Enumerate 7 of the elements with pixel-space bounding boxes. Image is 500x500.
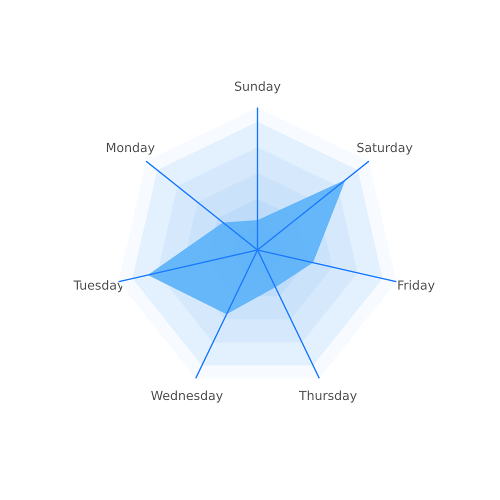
spoke-label: Tuesday [73,280,124,292]
spoke-label: Friday [398,280,435,292]
spoke-label: Wednesday [151,390,223,403]
spoke-label: Sunday [234,81,281,94]
spoke-label: Saturday [357,142,412,155]
spoke-label: Thursday [298,390,357,403]
spoke-label: Monday [106,142,155,155]
